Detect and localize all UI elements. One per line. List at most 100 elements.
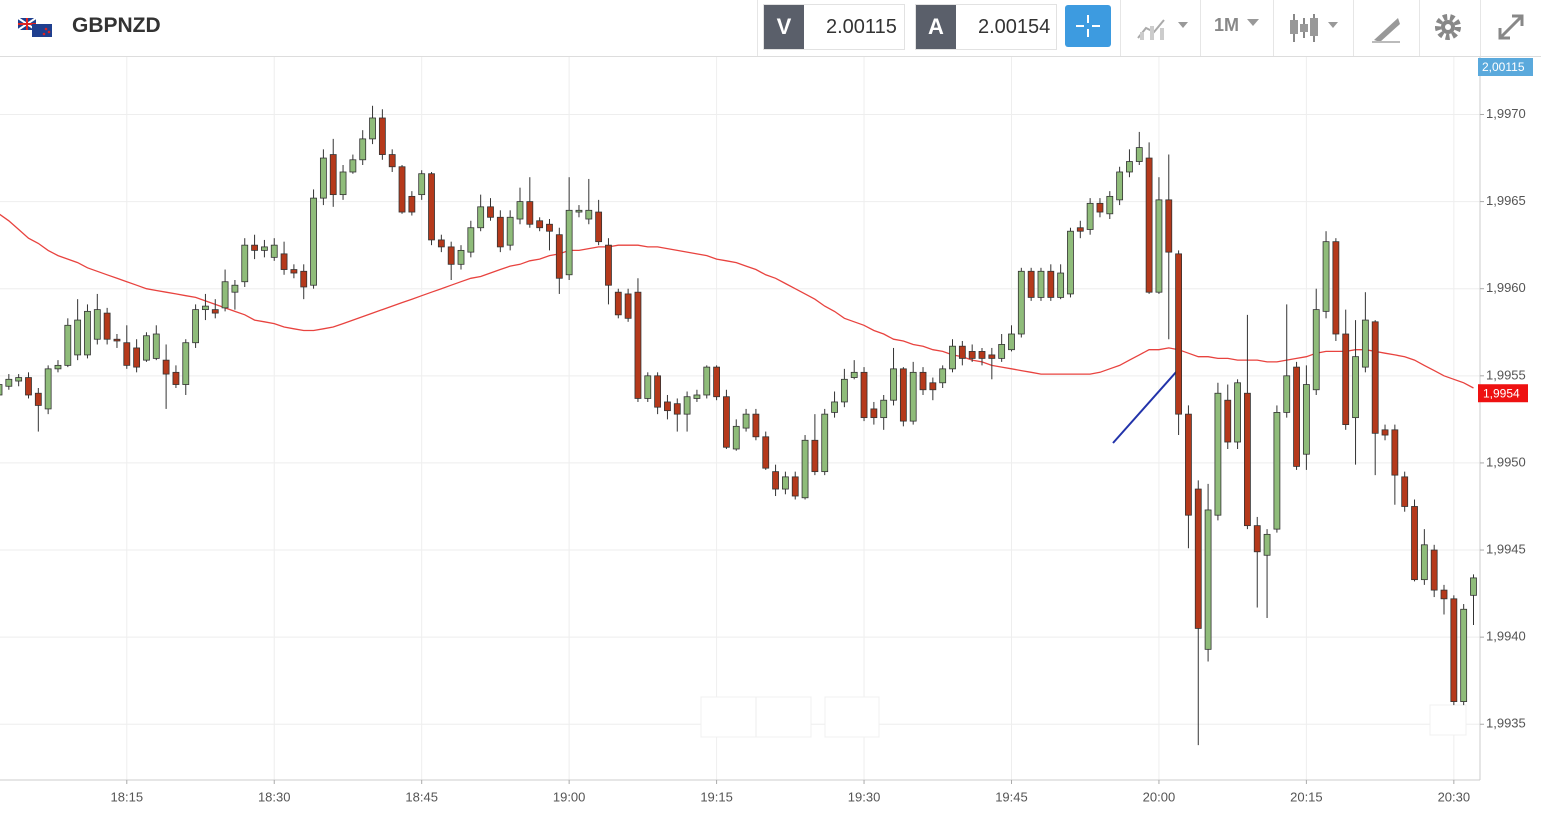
- candle-body: [634, 291, 642, 399]
- candle-body: [713, 366, 720, 398]
- candle-body: [860, 371, 868, 419]
- candle-body: [536, 220, 544, 229]
- candle-body: [565, 209, 573, 276]
- candle-body: [1342, 333, 1350, 425]
- crosshair-button[interactable]: [1065, 5, 1111, 47]
- candle-body: [1263, 533, 1271, 556]
- timeframe-button[interactable]: 1M: [1214, 15, 1240, 35]
- x-tick-label: 20:30: [1438, 789, 1471, 804]
- candle-body: [447, 246, 455, 265]
- candle-body: [15, 377, 23, 382]
- candle-body: [398, 166, 406, 213]
- y-tick-label: 1,9960: [1486, 280, 1526, 295]
- candle-body: [850, 371, 858, 378]
- candle-body: [1067, 230, 1074, 295]
- candle-body: [1411, 506, 1418, 581]
- ask-box[interactable]: A 2.00154: [915, 4, 1057, 50]
- candle-body: [555, 234, 563, 279]
- candle-body: [172, 371, 180, 385]
- candle-body: [34, 392, 42, 406]
- candle-body: [605, 244, 612, 286]
- candle-body: [1057, 272, 1065, 298]
- candle-body: [192, 309, 200, 344]
- dropdown-arrow: [1247, 19, 1259, 26]
- candle-body: [487, 206, 494, 218]
- candle-body: [1017, 270, 1025, 335]
- candle-body: [300, 270, 308, 288]
- candle-body: [909, 371, 917, 422]
- candle-body: [64, 324, 72, 366]
- x-tick-label: 18:45: [405, 789, 438, 804]
- draw-tool-button[interactable]: [1370, 12, 1404, 44]
- candle-body: [378, 117, 386, 155]
- candle-body: [496, 216, 504, 248]
- x-tick-label: 20:15: [1290, 789, 1323, 804]
- candle-body: [870, 408, 878, 419]
- ask-badge-label: 2,00115: [1482, 60, 1525, 74]
- ask-label: A: [916, 5, 956, 49]
- candle-body: [723, 396, 730, 448]
- candle-body: [1037, 270, 1045, 298]
- separator: [1480, 0, 1481, 56]
- settings-button[interactable]: [1433, 12, 1463, 42]
- candle-body: [949, 345, 956, 370]
- candle-body: [1361, 319, 1369, 368]
- candle-body: [1086, 202, 1094, 230]
- candle-body: [339, 171, 347, 196]
- candle-body: [1135, 147, 1143, 162]
- candle-body: [103, 312, 111, 340]
- separator: [757, 0, 758, 56]
- candle-body: [211, 309, 219, 314]
- candle-body: [890, 368, 897, 401]
- candle-body: [1302, 384, 1310, 455]
- candle-body: [654, 375, 662, 408]
- candle-body: [1145, 157, 1153, 293]
- candle-body: [516, 201, 524, 220]
- candle-body: [280, 253, 288, 270]
- candle-body: [388, 154, 396, 168]
- x-tick-label: 18:30: [258, 789, 291, 804]
- candle-body: [1371, 321, 1379, 434]
- candle-body: [929, 382, 937, 391]
- candle-body: [290, 269, 298, 274]
- candle-body: [221, 281, 229, 309]
- candle-body: [25, 377, 32, 396]
- candle-body: [1175, 253, 1182, 415]
- candle-body: [506, 216, 514, 246]
- nav-button[interactable]: [824, 696, 880, 738]
- candle-body: [546, 223, 553, 232]
- candle-body: [202, 305, 209, 311]
- candle-body: [74, 319, 82, 356]
- x-tick-label: 19:00: [553, 789, 586, 804]
- candle-body: [1352, 356, 1359, 419]
- chart-type-button[interactable]: [1136, 14, 1192, 42]
- symbol: GBPNZD: [72, 14, 161, 37]
- candle-body: [467, 227, 475, 253]
- candle-body: [369, 117, 376, 140]
- bid-box[interactable]: V 2.00115: [763, 4, 905, 50]
- separator: [1419, 0, 1420, 56]
- x-tick-label: 18:15: [111, 789, 144, 804]
- x-tick-label: 19:30: [848, 789, 881, 804]
- candle-body: [310, 197, 317, 286]
- candle-body: [143, 335, 150, 361]
- scroll-button[interactable]: [1429, 704, 1467, 736]
- candle-body: [742, 413, 750, 429]
- candle-body: [113, 338, 121, 342]
- candle-body: [614, 291, 622, 316]
- y-tick-label: 1,9935: [1486, 716, 1526, 731]
- candle-body: [762, 436, 770, 469]
- candle-body: [1401, 476, 1409, 507]
- candle-type-button[interactable]: [1288, 12, 1344, 44]
- grid: [0, 57, 1480, 780]
- flag-icon: [18, 17, 52, 37]
- candle-body: [437, 239, 445, 248]
- candle-body: [329, 154, 337, 196]
- candle-body: [418, 173, 426, 196]
- candle-body: [477, 206, 485, 229]
- candle-body: [1027, 270, 1035, 298]
- candle-body: [241, 244, 249, 283]
- y-tick-label: 1,9965: [1486, 193, 1526, 208]
- candle-body: [182, 342, 190, 385]
- fullscreen-button[interactable]: [1496, 12, 1526, 42]
